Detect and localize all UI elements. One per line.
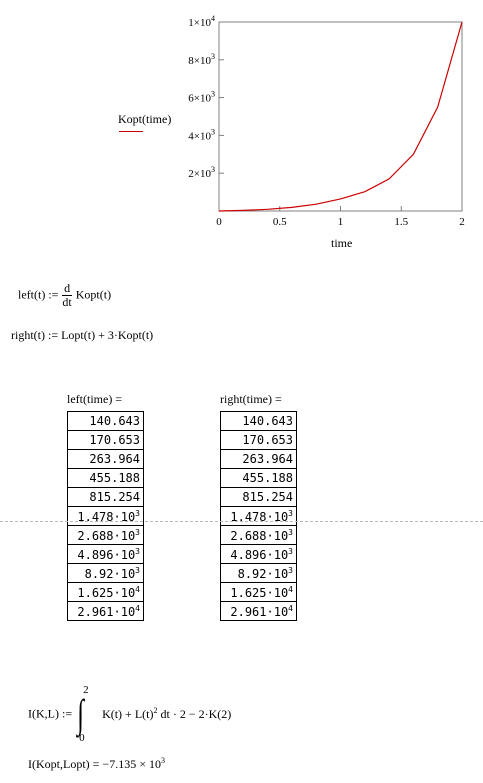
result-text: I(Kopt,Lopt) = −7.135 × 10 [28,757,161,771]
x-tick-label: 2 [459,216,465,228]
integral-limits: 2 0 [79,684,99,744]
right-table-row[interactable]: 455.188 [220,468,297,488]
y-tick-label: 2×103 [188,165,215,180]
integral-lhs: I(K,L) := [28,706,73,721]
x-tick-label: 1.5 [394,216,408,228]
left-table-cell[interactable]: 2.961·104 [67,601,144,621]
result-line[interactable]: I(Kopt,Lopt) = −7.135 × 103 [28,756,165,772]
integrand: K(t) + L(t)2 dt · 2 − 2·K(2) [102,706,232,721]
integrand-tail: dt · 2 − 2·K(2) [157,707,232,721]
integral-sign: ∫ [77,691,84,736]
left-table-cell[interactable]: 1.625·104 [67,582,144,602]
left-table-cell[interactable]: 455.188 [67,468,144,488]
right-table-cell[interactable]: 1.478·103 [220,506,297,526]
left-table-row[interactable]: 140.643 [67,411,144,431]
right-table-row[interactable]: 170.653 [220,430,297,450]
left-table-header: left(time) = [67,392,123,406]
y-tick-label: 6×103 [188,90,215,105]
left-table-cell[interactable]: 4.896·103 [67,544,144,564]
left-table-cell[interactable]: 170.653 [67,430,144,450]
left-table-cell[interactable]: 1.478·103 [67,506,144,526]
left-def-lhs: left(t) := [18,287,59,302]
right-def-lhs: right(t) := [11,328,59,342]
derivative-den: dt [62,295,72,309]
right-table-cell[interactable]: 815.254 [220,487,297,507]
right-table-row[interactable]: 140.643 [220,411,297,431]
x-tick-label: 0 [216,216,222,228]
right-table-row[interactable]: 2.688·103 [220,525,297,545]
right-table-cell[interactable]: 2.688·103 [220,525,297,545]
left-table-cell[interactable]: 8.92·103 [67,563,144,583]
right-table-row[interactable]: 2.961·104 [220,601,297,621]
left-table-row[interactable]: 263.964 [67,449,144,469]
right-table-cell[interactable]: 4.896·103 [220,544,297,564]
left-table-row[interactable]: 4.896·103 [67,544,144,564]
left-table-cell[interactable]: 263.964 [67,449,144,469]
x-tick-label: 0.5 [273,216,287,228]
right-table-cell[interactable]: 8.92·103 [220,563,297,583]
left-table-row[interactable]: 170.653 [67,430,144,450]
right-table-header: right(time) = [220,392,282,406]
x-tick-label: 1 [338,216,344,228]
right-table-row[interactable]: 1.478·103 [220,506,297,526]
right-table-row[interactable]: 1.625·104 [220,582,297,602]
left-table-row[interactable]: 2.961·104 [67,601,144,621]
integrand-body: K(t) + L(t) [102,707,154,721]
x-axis: 0 0.5 1 1.5 2 [216,206,465,228]
integral-upper: 2 [83,684,89,696]
right-table-cell[interactable]: 455.188 [220,468,297,488]
right-table[interactable]: 140.643 170.653 263.964 455.188 815.254 1.478… [220,411,297,621]
y-axis: 1×104 8×103 6×103 4×103 2×103 [188,14,224,180]
integrand-exp: 2 [153,706,158,715]
left-table-cell[interactable]: 140.643 [67,411,144,431]
right-table-row[interactable]: 815.254 [220,487,297,507]
plot-frame [218,21,463,212]
integral-definition[interactable]: I(K,L) := ∫ 2 0 K(t) + L(t)2 dt · 2 − 2·… [28,684,232,744]
series-line-kopt [218,21,463,212]
left-table-row[interactable]: 1.478·103 [67,506,144,526]
result-exp: 3 [160,756,165,765]
plot[interactable]: 1×104 8×103 6×103 4×103 2×103 0 0.5 1 1.5 2 [0,0,483,260]
right-def-rhs: Lopt(t) + 3·Kopt(t) [61,328,154,342]
y-tick-label: 8×103 [188,52,215,67]
right-table-cell[interactable]: 140.643 [220,411,297,431]
left-definition[interactable]: left(t) := d dt Kopt(t) [18,282,111,309]
y-tick-label: 1×104 [188,14,215,29]
right-table-cell[interactable]: 263.964 [220,449,297,469]
legend-swatch [119,131,143,132]
left-table-row[interactable]: 8.92·103 [67,563,144,583]
right-table-cell[interactable]: 1.625·104 [220,582,297,602]
y-tick-label: 4×103 [188,127,215,142]
derivative-num: d [62,281,72,296]
x-axis-label: time [331,236,353,250]
left-table-row[interactable]: 455.188 [67,468,144,488]
right-table-cell[interactable]: 2.961·104 [220,601,297,621]
derivative-fraction: d dt [62,281,72,309]
left-table[interactable]: 140.643 170.653 263.964 455.188 815.254 1.478… [67,411,144,621]
integral-lower: 0 [79,732,85,744]
right-table-cell[interactable]: 170.653 [220,430,297,450]
legend-label: Kopt(time) [118,112,172,126]
right-table-row[interactable]: 8.92·103 [220,563,297,583]
left-table-row[interactable]: 2.688·103 [67,525,144,545]
left-table-cell[interactable]: 815.254 [67,487,144,507]
right-table-row[interactable]: 4.896·103 [220,544,297,564]
right-definition[interactable]: right(t) := Lopt(t) + 3·Kopt(t) [11,328,153,343]
left-table-row[interactable]: 815.254 [67,487,144,507]
page-break-divider [0,521,483,522]
left-def-rhs: Kopt(t) [75,287,112,302]
left-table-cell[interactable]: 2.688·103 [67,525,144,545]
right-table-row[interactable]: 263.964 [220,449,297,469]
left-table-row[interactable]: 1.625·104 [67,582,144,602]
